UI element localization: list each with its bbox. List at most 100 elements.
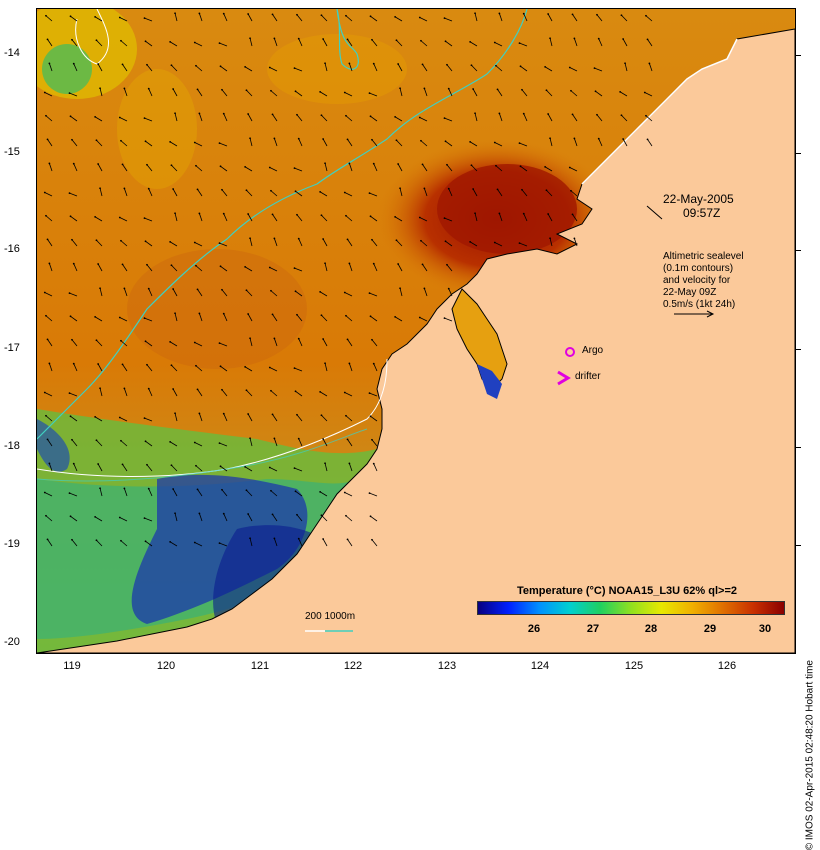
velocity-arrow-head xyxy=(423,87,426,90)
velocity-arrow-head xyxy=(324,362,326,365)
velocity-arrow-icon xyxy=(373,163,378,172)
velocity-arrow-head xyxy=(345,314,347,317)
velocity-arrow-head xyxy=(222,512,225,515)
velocity-arrow-head xyxy=(45,214,47,217)
velocity-arrow-head xyxy=(296,513,298,516)
velocity-arrow-head xyxy=(273,237,276,240)
velocity-arrow-head xyxy=(147,387,150,390)
velocity-arrow-head xyxy=(120,39,122,42)
velocity-arrow-icon xyxy=(420,240,428,247)
velocity-arrow-head xyxy=(648,62,651,65)
velocity-arrow-icon xyxy=(519,242,528,247)
velocity-arrow-head xyxy=(444,140,447,143)
velocity-arrow-icon xyxy=(523,213,528,222)
velocity-arrow-icon xyxy=(144,317,153,322)
velocity-arrow-icon xyxy=(45,215,53,222)
velocity-arrow-icon xyxy=(49,263,53,272)
velocity-arrow-icon xyxy=(424,88,428,97)
velocity-arrow-icon xyxy=(446,264,453,272)
velocity-arrow-head xyxy=(544,65,547,68)
velocity-arrow-head xyxy=(172,88,175,90)
velocity-arrow-head xyxy=(293,267,296,270)
velocity-arrow-head xyxy=(294,390,297,393)
velocity-arrow-head xyxy=(46,238,49,241)
velocity-arrow-icon xyxy=(549,238,553,247)
velocity-arrow-head xyxy=(296,413,298,416)
velocity-arrow-head xyxy=(72,362,75,365)
velocity-arrow-icon xyxy=(246,389,253,397)
velocity-arrow-icon xyxy=(319,91,328,97)
velocity-arrow-icon xyxy=(69,92,78,97)
velocity-arrow-head xyxy=(522,212,525,215)
velocity-arrow-head xyxy=(348,62,351,65)
velocity-arrow-head xyxy=(247,113,250,115)
velocity-arrow-head xyxy=(120,239,122,242)
velocity-arrow-icon xyxy=(44,92,53,97)
velocity-arrow-head xyxy=(94,215,97,218)
velocity-arrow-head xyxy=(99,87,101,90)
velocity-arrow-head xyxy=(397,63,400,65)
tick xyxy=(795,447,801,448)
velocity-arrow-head xyxy=(143,417,146,420)
velocity-arrow-icon xyxy=(446,164,453,172)
velocity-arrow-head xyxy=(249,37,251,40)
bathymetry-1000m xyxy=(336,9,359,70)
velocity-arrow-head xyxy=(222,112,225,115)
velocity-arrow-head xyxy=(174,312,176,315)
velocity-arrow-icon xyxy=(294,467,303,472)
x-label: 123 xyxy=(437,660,457,672)
velocity-arrow-head xyxy=(447,187,450,190)
velocity-arrow-icon xyxy=(296,314,303,322)
velocity-arrow-icon xyxy=(494,42,503,47)
velocity-arrow-head xyxy=(345,414,347,417)
velocity-arrow-icon xyxy=(344,192,353,197)
king-sound-cold xyxy=(477,364,502,399)
velocity-arrow-icon xyxy=(424,288,428,297)
velocity-arrow-head xyxy=(71,538,73,541)
velocity-arrow-head xyxy=(371,38,373,41)
velocity-arrow-icon xyxy=(73,463,78,472)
velocity-arrow-head xyxy=(421,263,424,266)
velocity-arrow-icon xyxy=(598,38,603,47)
velocity-arrow-icon xyxy=(44,292,53,297)
velocity-arrow-head xyxy=(121,163,124,166)
sst-map-canvas xyxy=(37,9,795,653)
velocity-arrow-head xyxy=(71,138,73,141)
velocity-arrow-head xyxy=(95,539,98,542)
velocity-arrow-icon xyxy=(347,239,353,247)
velocity-arrow-icon xyxy=(244,166,253,172)
velocity-arrow-icon xyxy=(269,167,278,172)
velocity-arrow-head xyxy=(296,213,298,216)
velocity-arrow-icon xyxy=(521,189,528,197)
velocity-arrow-icon xyxy=(124,388,128,397)
velocity-arrow-head xyxy=(597,37,600,40)
velocity-arrow-head xyxy=(474,112,476,115)
velocity-arrow-icon xyxy=(220,65,228,72)
velocity-arrow-icon xyxy=(174,13,178,22)
velocity-arrow-head xyxy=(218,342,221,345)
velocity-arrow-head xyxy=(45,414,47,417)
velocity-arrow-head xyxy=(95,439,98,442)
velocity-arrow-icon xyxy=(94,516,103,522)
velocity-arrow-icon xyxy=(219,342,228,347)
velocity-arrow-icon xyxy=(547,113,553,122)
velocity-arrow-head xyxy=(247,413,250,415)
velocity-arrow-icon xyxy=(494,142,503,147)
velocity-arrow-icon xyxy=(69,392,78,397)
velocity-arrow-head xyxy=(570,189,572,192)
velocity-arrow-icon xyxy=(94,316,103,322)
velocity-arrow-head xyxy=(43,91,46,94)
velocity-arrow-icon xyxy=(270,90,278,97)
velocity-arrow-icon xyxy=(574,138,578,147)
velocity-arrow-icon xyxy=(269,367,278,372)
velocity-arrow-head xyxy=(244,265,247,268)
velocity-arrow-icon xyxy=(99,288,103,297)
sst-map: 22-May-2005 09:57Z Altimetric sealevel (… xyxy=(36,8,796,654)
velocity-arrow-icon xyxy=(45,115,53,122)
velocity-arrow-icon xyxy=(247,13,253,22)
velocity-arrow-icon xyxy=(145,140,153,147)
velocity-arrow-head xyxy=(324,462,326,465)
velocity-arrow-head xyxy=(573,137,576,140)
velocity-arrow-head xyxy=(271,413,274,416)
velocity-arrow-head xyxy=(268,166,271,169)
